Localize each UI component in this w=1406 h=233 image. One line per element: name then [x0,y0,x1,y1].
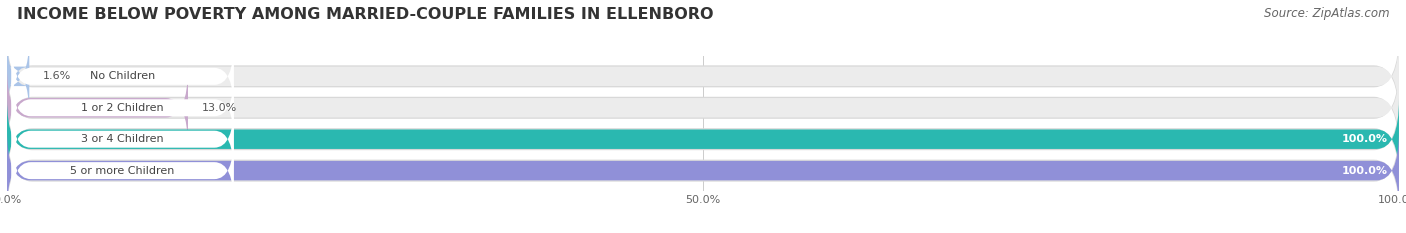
FancyBboxPatch shape [7,36,1399,117]
FancyBboxPatch shape [7,67,1399,148]
FancyBboxPatch shape [7,99,1399,180]
FancyBboxPatch shape [7,125,1399,216]
Text: No Children: No Children [90,71,155,81]
FancyBboxPatch shape [7,36,30,117]
FancyBboxPatch shape [7,62,1399,153]
FancyBboxPatch shape [7,99,1399,180]
FancyBboxPatch shape [11,104,233,175]
FancyBboxPatch shape [7,31,1399,122]
Text: INCOME BELOW POVERTY AMONG MARRIED-COUPLE FAMILIES IN ELLENBORO: INCOME BELOW POVERTY AMONG MARRIED-COUPL… [17,7,713,22]
Text: 5 or more Children: 5 or more Children [70,166,174,176]
Text: Source: ZipAtlas.com: Source: ZipAtlas.com [1264,7,1389,20]
FancyBboxPatch shape [11,72,233,143]
FancyBboxPatch shape [7,130,1399,211]
Text: 100.0%: 100.0% [1341,166,1388,176]
FancyBboxPatch shape [11,41,233,112]
Text: 1.6%: 1.6% [44,71,72,81]
Text: 3 or 4 Children: 3 or 4 Children [82,134,165,144]
Text: 1 or 2 Children: 1 or 2 Children [82,103,165,113]
FancyBboxPatch shape [11,135,233,206]
FancyBboxPatch shape [7,94,1399,185]
FancyBboxPatch shape [7,130,1399,211]
Text: 100.0%: 100.0% [1341,134,1388,144]
FancyBboxPatch shape [7,67,188,148]
Text: 13.0%: 13.0% [202,103,238,113]
